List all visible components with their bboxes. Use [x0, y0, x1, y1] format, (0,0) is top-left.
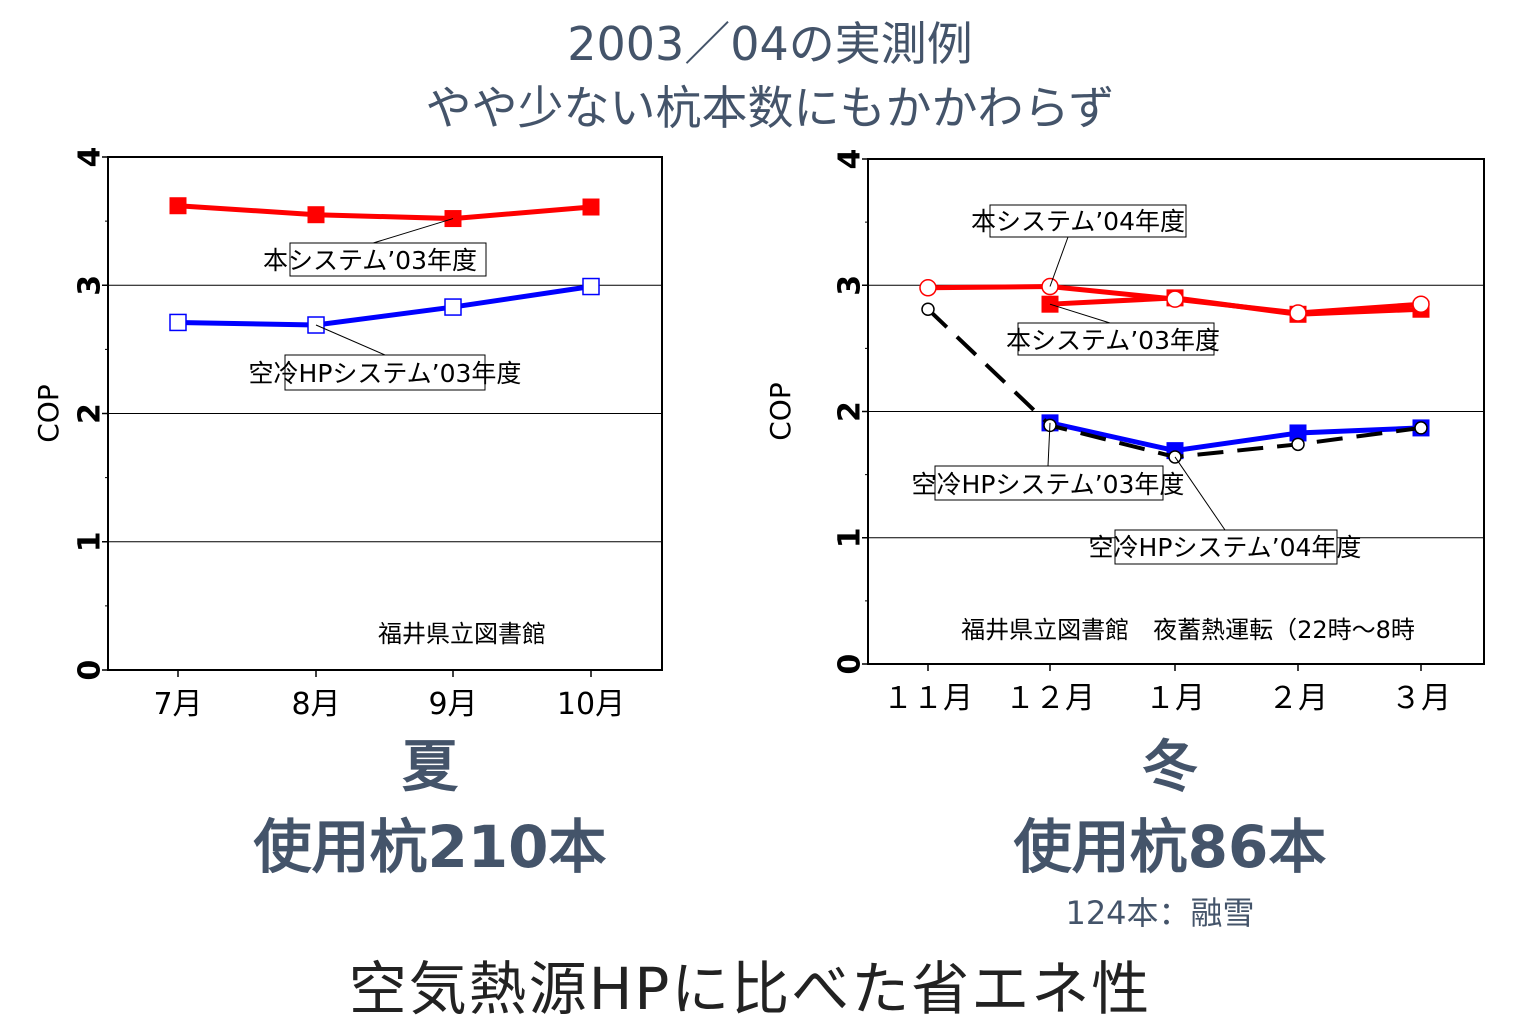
- y-tick-label: 3: [73, 275, 108, 296]
- data-point: [169, 197, 187, 215]
- leader-line: [1049, 303, 1111, 324]
- y-tick-label: 0: [73, 660, 108, 681]
- y-tick-label: 1: [833, 527, 868, 548]
- y-tick-label: 2: [833, 401, 868, 422]
- y-axis-label: COP: [764, 382, 797, 440]
- x-tick-label: １１月: [883, 681, 973, 716]
- plot-frame: [867, 158, 1485, 665]
- series-label-box: [1017, 322, 1215, 356]
- winter-piles-label: 使用杭86本: [1013, 813, 1327, 881]
- series-label: 空冷HPシステム’03年度: [249, 359, 522, 388]
- series-2: [169, 277, 600, 334]
- series-label-box: [934, 465, 1164, 501]
- series-line: [177, 203, 592, 222]
- y-tick-label: 0: [833, 654, 868, 675]
- data-point: [919, 279, 937, 297]
- series-label: 本システム’03年度: [1006, 326, 1220, 355]
- chart-annotation: 福井県立図書館: [378, 620, 546, 648]
- x-tick-label: 8月: [291, 687, 340, 722]
- data-point: [307, 206, 325, 224]
- data-point: [1291, 437, 1305, 452]
- data-point: [921, 302, 935, 316]
- leader-line: [1047, 422, 1051, 467]
- title-line-2: やや少ない杭本数にもかかわらず: [425, 81, 1115, 135]
- x-tick-label: 10月: [557, 687, 625, 722]
- y-tick-label: 4: [833, 149, 868, 170]
- data-point: [1289, 304, 1307, 322]
- series-label-box: [1114, 529, 1338, 565]
- series-1: [169, 197, 600, 228]
- data-point: [444, 298, 462, 316]
- winter-season-label: 冬: [1142, 735, 1198, 800]
- data-point: [1412, 295, 1430, 313]
- series-label-box: [289, 242, 487, 277]
- leader-line: [1049, 236, 1069, 287]
- data-point: [1414, 421, 1428, 435]
- chart-annotation: 福井県立図書館 夜蓄熱運転（22時～8時: [961, 616, 1415, 644]
- series-line: [177, 284, 592, 328]
- x-tick-label: 9月: [428, 687, 477, 722]
- y-tick-label: 4: [73, 147, 108, 168]
- summer-season-label: 夏: [402, 735, 458, 800]
- title-line-1: 2003／04の実測例: [567, 17, 973, 71]
- data-point: [1166, 290, 1184, 308]
- leader-line: [1174, 456, 1226, 531]
- x-tick-label: １２月: [1005, 681, 1095, 716]
- x-tick-label: １月: [1145, 681, 1205, 716]
- series-2: [919, 277, 1430, 322]
- series-label: 空冷HPシステム’03年度: [912, 470, 1185, 499]
- series-label-box: [284, 354, 486, 391]
- series-label: 本システム’04年度: [971, 207, 1185, 236]
- series-line: [1049, 420, 1422, 454]
- x-tick-label: 7月: [153, 687, 202, 722]
- y-tick-label: 1: [73, 531, 108, 552]
- leader-line: [315, 324, 386, 356]
- data-point: [582, 277, 600, 296]
- conclusion-text: 空気熱源HPに比べた省エネ性: [348, 955, 1152, 1023]
- summer-piles-label: 使用杭210本: [253, 813, 607, 881]
- y-axis-label: COP: [32, 384, 65, 442]
- winter-snowmelt-note: 124本：融雪: [1065, 894, 1255, 932]
- x-tick-label: ２月: [1268, 681, 1328, 716]
- chart-1: 0 1 2 3 4 COP 7月 8月 9月 10月 本システム’03年度空冷HPシステム’03年度…: [32, 147, 663, 722]
- y-tick-label: 3: [833, 275, 868, 296]
- series-label: 空冷HPシステム’04年度: [1089, 533, 1362, 562]
- data-point: [169, 313, 187, 332]
- x-tick-label: ３月: [1391, 681, 1451, 716]
- series-label-box: [989, 204, 1187, 238]
- chart-2: 0 1 2 3 4 COP １１月 １２月 １月 ２月 ３月 本システム’04年度本システム’03年度…: [764, 149, 1485, 716]
- series-label: 本システム’03年度: [263, 246, 477, 275]
- y-tick-label: 2: [73, 403, 108, 424]
- leader-line: [369, 218, 454, 245]
- plot-frame: [107, 156, 663, 671]
- data-point: [582, 198, 600, 216]
